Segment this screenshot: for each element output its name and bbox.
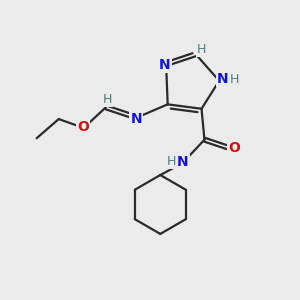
Text: H: H	[103, 93, 112, 106]
Text: H: H	[197, 43, 206, 56]
Text: O: O	[229, 141, 240, 155]
Text: N: N	[177, 155, 189, 169]
Text: N: N	[159, 58, 170, 72]
Text: N: N	[217, 72, 229, 86]
Text: H: H	[167, 155, 176, 168]
Text: N: N	[130, 112, 142, 126]
Text: O: O	[77, 120, 89, 134]
Text: H: H	[230, 73, 239, 86]
